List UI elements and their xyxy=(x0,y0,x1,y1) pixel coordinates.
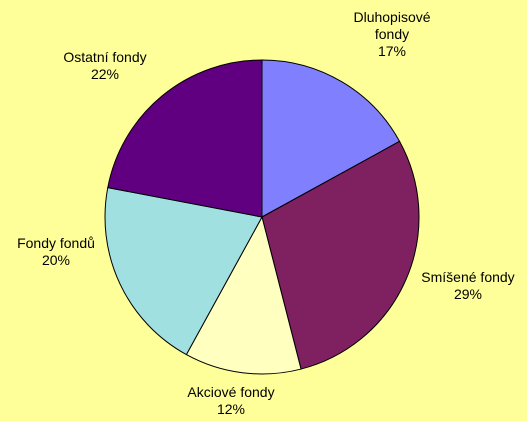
pie-slice-0 xyxy=(261,59,401,218)
slice-label-line: Dluhopisové xyxy=(353,9,431,25)
slice-label-fondy-fondu: Fondy fondů 20% xyxy=(4,235,108,269)
slice-label-line: fondy xyxy=(374,26,410,42)
pie-slice-1 xyxy=(261,140,420,370)
slice-label-line: Smíšené fondy xyxy=(421,269,515,285)
pie-slice-3 xyxy=(104,186,263,356)
slice-label-line: Akciové fondy xyxy=(187,384,275,400)
slice-label-line: Fondy fondů xyxy=(17,235,95,251)
slice-label-dluhopisove-fondy: Dluhopisové fondy 17% xyxy=(332,9,452,60)
slice-percent: 22% xyxy=(90,66,120,82)
slice-percent: 12% xyxy=(216,401,246,417)
slice-label-line: Ostatní fondy xyxy=(63,49,147,65)
slice-percent: 17% xyxy=(377,43,407,59)
pie-slice-2 xyxy=(185,215,302,375)
slice-label-akciove-fondy: Akciové fondy 12% xyxy=(161,384,301,418)
pie-slice-4 xyxy=(107,59,263,218)
slice-percent: 29% xyxy=(453,286,483,302)
slice-percent: 20% xyxy=(41,252,71,268)
slice-label-ostatni-fondy: Ostatní fondy 22% xyxy=(40,49,170,83)
slice-label-smisene-fondy: Smíšené fondy 29% xyxy=(409,269,527,303)
